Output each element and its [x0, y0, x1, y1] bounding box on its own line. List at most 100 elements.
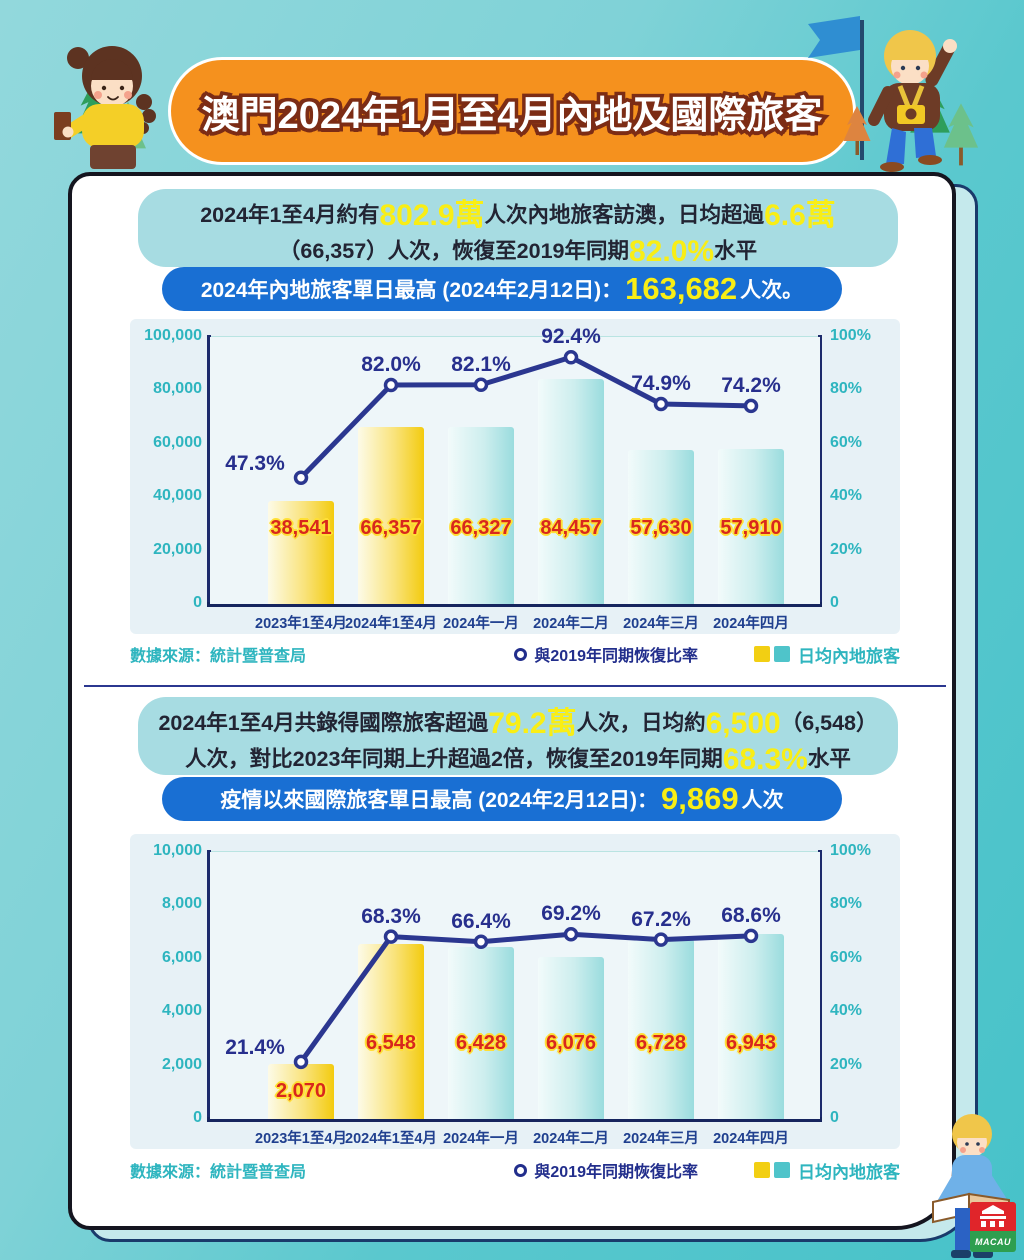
chart-international-visitors: 10,000 100% 8,000 80% 6,000 60% 4,000 40% 2,000 2…: [130, 834, 900, 1149]
y-axis-left-tick: 60,000: [153, 433, 202, 451]
text-segment: 2024年內地旅客單日最高 (2024年2月12日)：: [200, 279, 623, 302]
line-percent-label: 47.3%: [225, 451, 285, 475]
y-axis-left-tick: 10,000: [153, 842, 202, 859]
line-marker-icon: [514, 647, 528, 661]
y-axis-right-tick: 0: [830, 594, 839, 611]
content-card: 2024年1至4月約有802.9萬人次內地旅客訪澳，日均超過6.6萬 （66,35…: [68, 172, 956, 1230]
teal-bar-swatch-icon: [774, 1162, 790, 1178]
y-axis-right-tick: 100%: [830, 327, 871, 344]
text-segment: 水平: [714, 238, 758, 263]
macau-tourism-logo: MACAU: [970, 1202, 1016, 1252]
chart-mainland-visitors: 100,000 100% 80,000 80% 60,000 60% 40,000 40% 20…: [130, 319, 900, 634]
yellow-bar-swatch-icon: [754, 1162, 770, 1178]
y-axis-left-tick: 2,000: [161, 1055, 202, 1073]
legend-daily-label: 日均內地旅客: [798, 1162, 900, 1182]
summary-box-mainland: 2024年1至4月約有802.9萬人次內地旅客訪澳，日均超過6.6萬 （66,35…: [138, 189, 898, 268]
text-segment: 人次內地旅客訪澳，日均超過: [484, 202, 765, 227]
logo-ruins-icon: [970, 1202, 1016, 1232]
bar-2024年1至4月: [358, 426, 424, 604]
bar-2024年二月: [538, 378, 604, 604]
x-axis-category-label: 2024年三月: [623, 616, 699, 632]
yellow-bar-swatch-icon: [754, 646, 770, 662]
text-segment: （66,357）人次，恢復至2019年同期: [278, 238, 629, 263]
male-tourist-illustration: [868, 30, 957, 172]
bar-value-label: 6,548: [365, 1032, 417, 1054]
y-axis-right-tick: 80%: [830, 380, 863, 398]
bar-value-label: 6,428: [455, 1032, 507, 1054]
x-axis-category-label: 2024年四月: [713, 1131, 789, 1147]
plot-area: 2,070 6,548 6,428 6,076 6,728 6,943 21.4% 68.3%…: [210, 852, 820, 1119]
line-percent-label: 21.4%: [225, 1035, 285, 1059]
bar-value-label: 84,457: [540, 517, 602, 539]
text-segment: 9,869: [661, 781, 739, 816]
line-percent-label: 66.4%: [451, 909, 511, 933]
bar-2024年二月: [538, 956, 604, 1119]
title-banner: 澳門2024年1月至4月內地及國際旅客: [168, 57, 856, 165]
bar-value-label: 66,357: [360, 517, 422, 539]
x-axis-category-label: 2024年1至4月: [345, 1131, 437, 1147]
text-segment: 水平: [807, 746, 851, 771]
text-segment: 79.2萬: [488, 706, 577, 740]
section-divider: [84, 685, 946, 687]
legend-recovery-label: 與2019年同期恢復比率: [534, 648, 698, 665]
y-axis-right-tick: 20%: [830, 1055, 863, 1073]
y-axis-right-tick: 40%: [830, 1002, 863, 1020]
recovery-rate-line: [293, 926, 759, 1070]
logo-wordmark: MACAU: [970, 1231, 1016, 1252]
legend-recovery-line: 與2019年同期恢復比率: [514, 1158, 698, 1182]
bar-2024年三月: [628, 939, 694, 1119]
line-percent-label: 69.2%: [541, 902, 601, 926]
y-axis-left-tick: 6,000: [161, 948, 202, 966]
legend-daily-visitors: 日均內地旅客: [754, 1158, 900, 1183]
line-percent-label: 68.3%: [361, 904, 421, 928]
line-percent-label: 74.2%: [721, 373, 781, 397]
data-source-label: 數據來源：統計暨普查局: [130, 1164, 307, 1181]
y-axis-left-tick: 20,000: [153, 540, 202, 558]
y-axis-left-tick: 0: [193, 1109, 202, 1126]
text-segment: 163,682: [625, 271, 738, 306]
text-segment: 2024年1至4月共錄得國際旅客超過: [158, 710, 489, 735]
text-segment: 人次。: [740, 279, 804, 302]
bar-2024年四月: [718, 449, 784, 604]
legend-recovery-label: 與2019年同期恢復比率: [534, 1164, 698, 1181]
x-axis-line: [207, 602, 822, 607]
y-axis-left-tick: 80,000: [153, 380, 202, 398]
summary-box-international: 2024年1至4月共錄得國際旅客超過79.2萬人次，日均約6,500（6,548…: [138, 697, 898, 776]
x-axis-category-label: 2023年1至4月: [255, 1131, 347, 1147]
bar-value-label: 6,728: [635, 1032, 687, 1054]
plot-area: 38,541 66,357 66,327 84,457 57,630 57,910 47.3…: [210, 325, 820, 604]
blue-flag-icon: [808, 16, 864, 160]
bar-2024年三月: [628, 450, 694, 604]
page-title: 澳門2024年1月至4月內地及國際旅客: [198, 91, 826, 140]
x-axis-category-label: 2024年1至4月: [345, 616, 437, 632]
text-segment: 68.3%: [722, 742, 808, 776]
chart-footer-international: 數據來源：統計暨普查局 與2019年同期恢復比率 日均內地旅客: [130, 1158, 900, 1182]
teal-bar-swatch-icon: [774, 646, 790, 662]
legend-daily-visitors: 日均內地旅客: [754, 642, 900, 667]
text-segment: 82.0%: [629, 234, 715, 268]
bar-2024年一月: [448, 947, 514, 1119]
text-segment: 802.9萬: [379, 198, 485, 232]
text-segment: 6.6萬: [764, 198, 836, 232]
y-axis-left-tick: 40,000: [153, 487, 202, 505]
recovery-rate-line: [293, 350, 759, 485]
y-axis-left-tick: 100,000: [144, 327, 202, 344]
x-axis-category-label: 2024年二月: [533, 616, 609, 632]
text-segment: 人次，對比2023年同期上升超過2倍，恢復至2019年同期: [185, 746, 723, 771]
y-axis-left-tick: 8,000: [161, 895, 202, 913]
text-segment: 人次: [741, 789, 784, 812]
y-axis-right-tick: 60%: [830, 433, 863, 451]
x-axis-category-label: 2024年一月: [443, 1131, 519, 1147]
y-axis-left-tick: 4,000: [161, 1002, 202, 1020]
girl-tourist-illustration: [54, 46, 156, 169]
y-axis-right-tick: 40%: [830, 487, 863, 505]
text-segment: 6,500: [705, 706, 781, 740]
text-segment: 2024年1至4月約有: [200, 202, 380, 227]
line-percent-label: 74.9%: [631, 372, 691, 396]
bar-value-label: 2,070: [275, 1080, 327, 1102]
bar-value-label: 38,541: [270, 517, 332, 539]
line-percent-label: 82.0%: [361, 353, 421, 377]
x-axis-line: [207, 1117, 822, 1122]
bar-value-label: 66,327: [450, 517, 512, 539]
